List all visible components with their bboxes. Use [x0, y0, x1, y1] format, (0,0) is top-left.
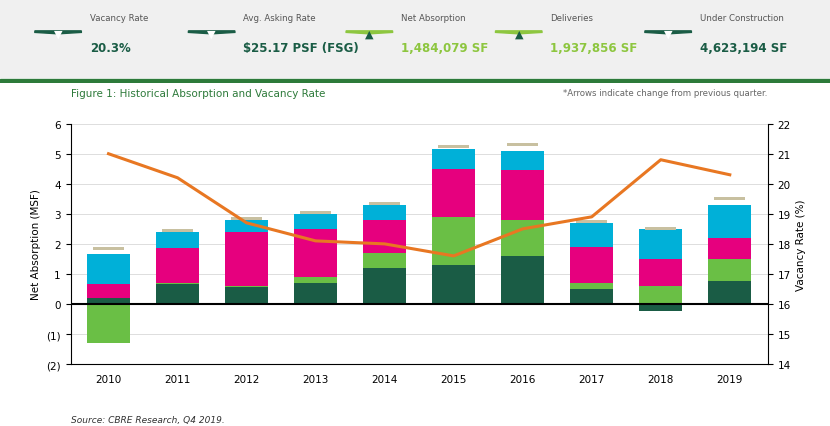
Bar	[646, 228, 676, 231]
Bar	[570, 248, 613, 283]
Text: ▼: ▼	[208, 30, 216, 40]
Text: Avg. Asking Rate: Avg. Asking Rate	[243, 14, 315, 23]
Text: ▲: ▲	[515, 30, 523, 40]
Bar	[0, 79, 830, 83]
Bar	[708, 282, 751, 304]
Bar	[576, 220, 607, 223]
Text: Vacancy Rate: Vacancy Rate	[90, 14, 148, 23]
Polygon shape	[188, 32, 235, 35]
Bar	[156, 249, 199, 283]
Bar	[225, 288, 268, 304]
Bar	[432, 265, 475, 304]
Bar	[708, 259, 751, 282]
Text: 1,484,079 SF: 1,484,079 SF	[401, 42, 488, 55]
Bar	[87, 304, 130, 343]
Bar	[364, 253, 406, 268]
Bar	[364, 205, 406, 220]
Text: ▼: ▼	[54, 30, 62, 40]
Bar	[501, 151, 544, 171]
Bar	[507, 144, 538, 147]
Bar	[438, 145, 469, 148]
Text: Under Construction: Under Construction	[700, 14, 784, 23]
Polygon shape	[645, 32, 691, 35]
Polygon shape	[496, 32, 542, 35]
Bar	[432, 170, 475, 217]
Bar	[225, 232, 268, 286]
Bar	[501, 171, 544, 220]
Bar	[294, 283, 337, 304]
Text: ▲: ▲	[365, 30, 374, 40]
Bar	[364, 268, 406, 304]
Text: ▼: ▼	[664, 30, 672, 40]
Bar	[364, 220, 406, 253]
Bar	[294, 229, 337, 277]
Text: Net Absorption: Net Absorption	[401, 14, 466, 23]
Bar	[225, 220, 268, 232]
Bar	[156, 285, 199, 304]
Text: $25.17 PSF (FSG): $25.17 PSF (FSG)	[243, 42, 359, 55]
Bar	[369, 202, 400, 205]
Bar	[87, 255, 130, 285]
Bar	[501, 256, 544, 304]
Text: 4,623,194 SF: 4,623,194 SF	[700, 42, 787, 55]
Y-axis label: Vacancy Rate (%): Vacancy Rate (%)	[796, 199, 806, 290]
Text: *Arrows indicate change from previous quarter.: *Arrows indicate change from previous qu…	[564, 89, 768, 98]
Bar	[570, 289, 613, 304]
Bar	[294, 277, 337, 283]
Bar	[715, 198, 745, 201]
Bar	[708, 205, 751, 238]
Bar	[232, 217, 262, 220]
Text: Figure 1: Historical Absorption and Vacancy Rate: Figure 1: Historical Absorption and Vaca…	[71, 89, 325, 99]
Bar	[639, 229, 682, 259]
Bar	[708, 238, 751, 259]
Bar	[639, 304, 682, 312]
Bar	[570, 283, 613, 289]
Bar	[294, 214, 337, 229]
Y-axis label: Net Absorption (MSF): Net Absorption (MSF)	[31, 189, 41, 299]
Text: Deliveries: Deliveries	[550, 14, 593, 23]
Bar	[639, 259, 682, 286]
Bar	[156, 232, 199, 249]
Bar	[225, 286, 268, 288]
Bar	[639, 286, 682, 304]
Text: 20.3%: 20.3%	[90, 42, 130, 55]
Bar	[87, 285, 130, 298]
Bar	[93, 248, 124, 250]
Bar	[300, 211, 331, 214]
Text: 1,937,856 SF: 1,937,856 SF	[550, 42, 637, 55]
Bar	[501, 220, 544, 256]
Bar	[87, 298, 130, 304]
Bar	[162, 229, 193, 232]
Polygon shape	[35, 32, 81, 35]
Bar	[432, 150, 475, 170]
Bar	[156, 283, 199, 285]
Text: Source: CBRE Research, Q4 2019.: Source: CBRE Research, Q4 2019.	[71, 415, 224, 424]
Bar	[432, 217, 475, 265]
Bar	[570, 223, 613, 248]
Polygon shape	[346, 32, 393, 35]
